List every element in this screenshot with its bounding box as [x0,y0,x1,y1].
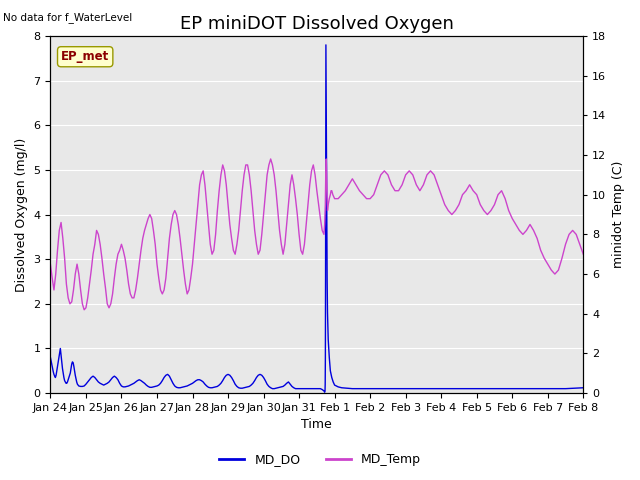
Text: No data for f_WaterLevel: No data for f_WaterLevel [3,12,132,23]
MD_Temp [292,196,300,202]
MD_Temp [61,255,68,261]
MD_DO [91,374,99,380]
Line: MD_Temp: MD_Temp [51,159,583,310]
X-axis label: Time: Time [301,419,332,432]
MD_Temp [278,241,285,247]
Title: EP miniDOT Dissolved Oxygen: EP miniDOT Dissolved Oxygen [180,15,454,33]
MD_DO [134,378,141,384]
MD_DO [191,379,198,385]
MD_Temp [579,252,587,257]
MD_DO [321,389,328,395]
MD_DO [579,385,587,391]
Y-axis label: Dissolved Oxygen (mg/l): Dissolved Oxygen (mg/l) [15,137,28,292]
MD_DO [322,42,330,48]
MD_Temp [80,307,88,312]
Text: EP_met: EP_met [61,50,109,63]
MD_Temp [267,156,275,162]
MD_DO [74,382,82,388]
MD_Temp [272,188,280,193]
MD_DO [47,355,54,360]
Line: MD_DO: MD_DO [51,45,583,392]
MD_DO [51,373,58,379]
Y-axis label: minidot Temp (C): minidot Temp (C) [612,161,625,268]
MD_Temp [201,182,209,188]
MD_Temp [47,261,54,267]
MD_Temp [323,182,331,188]
MD_DO [105,379,113,385]
Legend: MD_DO, MD_Temp: MD_DO, MD_Temp [214,448,426,471]
